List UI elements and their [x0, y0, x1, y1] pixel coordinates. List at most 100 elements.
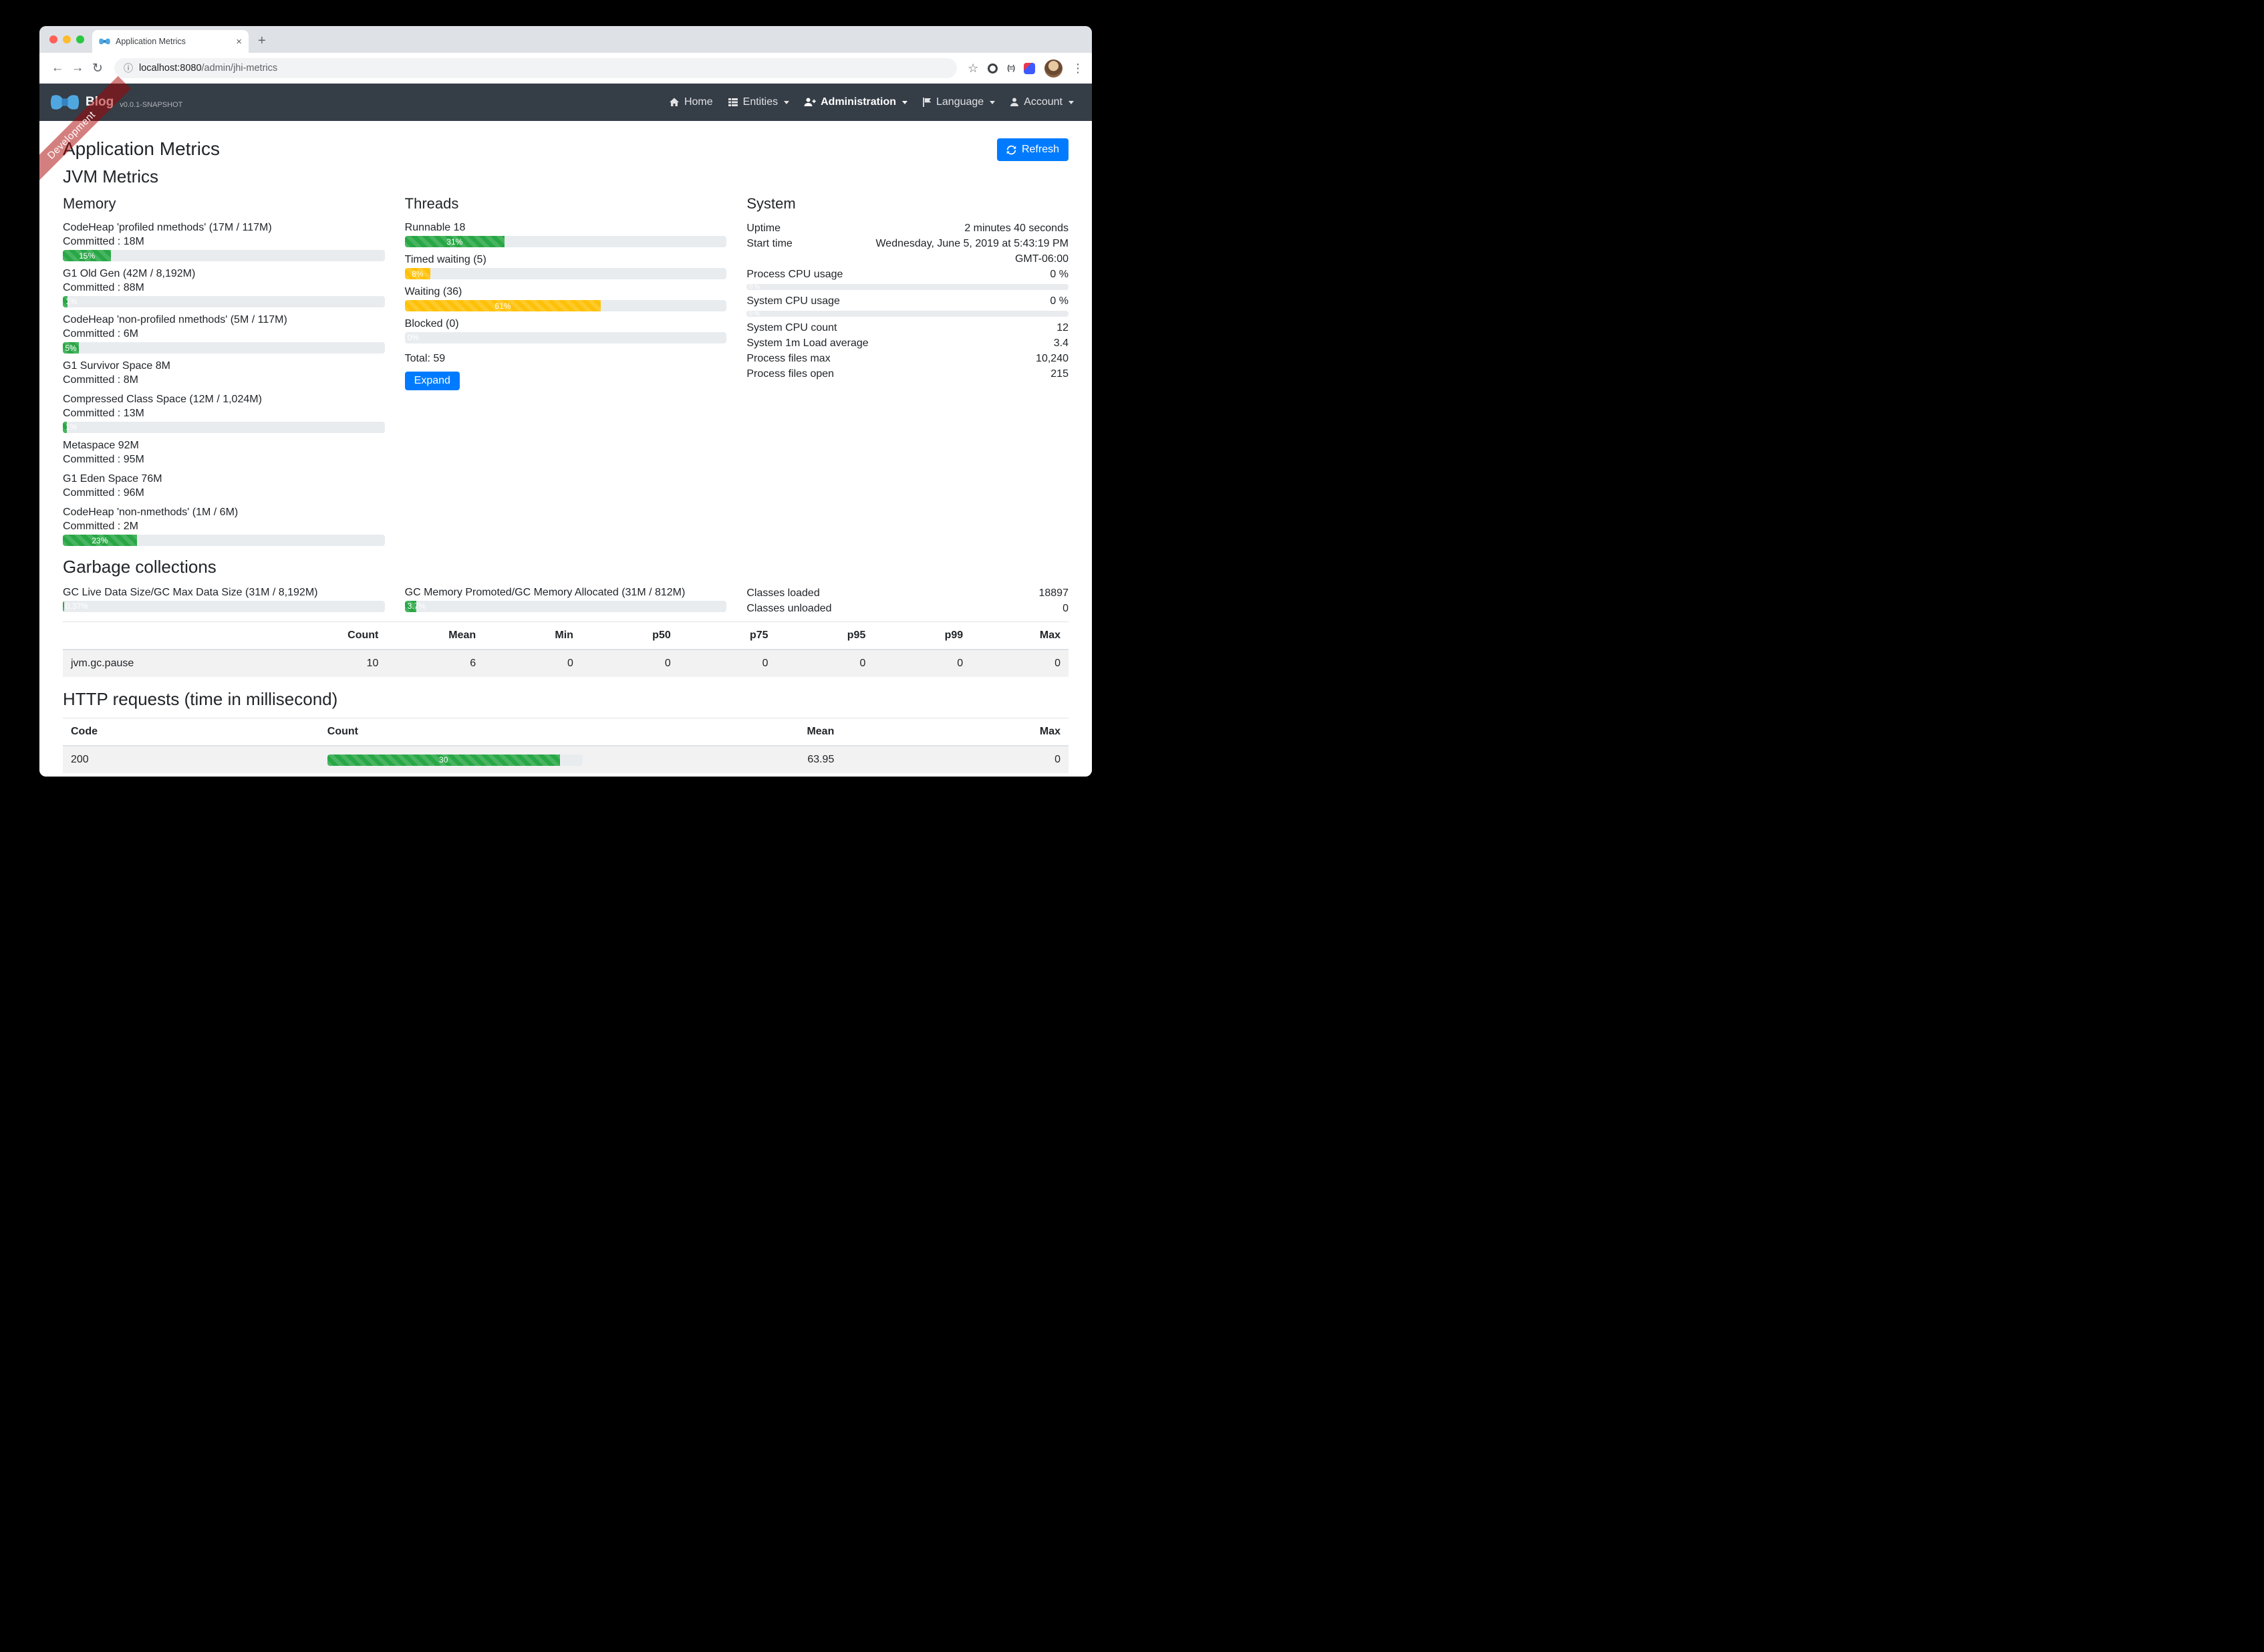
- memory-metric-committed: Committed : 2M: [63, 521, 138, 532]
- memory-metric-committed: Committed : 8M: [63, 374, 138, 386]
- memory-metric-label: CodeHeap 'non-nmethods' (1M / 6M): [63, 507, 239, 518]
- gc-header-mean: Mean: [386, 622, 484, 650]
- url-text: localhost:8080/admin/jhi-metrics: [139, 63, 277, 74]
- nav-entities-label: Entities: [742, 96, 779, 108]
- memory-metric: G1 Old Gen (42M / 8,192M) Committed : 88…: [63, 267, 385, 307]
- memory-metric-committed: Committed : 95M: [63, 454, 144, 465]
- tab-strip: Application Metrics × +: [39, 26, 1092, 53]
- gc-summary: GC Live Data Size/GC Max Data Size (31M …: [63, 585, 1069, 616]
- chevron-down-icon: [902, 100, 907, 104]
- memory-metric-committed: Committed : 96M: [63, 487, 144, 499]
- nav-language-label: Language: [936, 96, 984, 108]
- thread-metric: Timed waiting (5) 8%: [404, 253, 727, 279]
- system-row-files-open: Process files open 215: [746, 368, 1069, 380]
- minimize-window-button[interactable]: [63, 35, 71, 43]
- gc-heading: Garbage collections: [63, 557, 217, 577]
- nav-administration[interactable]: Administration: [797, 91, 915, 114]
- system-row-cpu-count: System CPU count 12: [746, 322, 1069, 333]
- close-tab-icon[interactable]: ×: [236, 35, 242, 47]
- back-button[interactable]: ←: [51, 61, 64, 75]
- page-info-icon[interactable]: ⓘ: [124, 63, 133, 74]
- threads-heading: Threads: [404, 195, 459, 212]
- forward-button[interactable]: →: [71, 61, 84, 75]
- memory-metric: Metaspace 92M Committed : 95M: [63, 438, 385, 466]
- gc-promoted-label: GC Memory Promoted/GC Memory Allocated (…: [404, 587, 686, 598]
- extension-parens-icon[interactable]: (≡): [1007, 64, 1015, 72]
- gc-table-header-row: Count Mean Min p50 p75 p95 p99 Max: [63, 622, 1069, 650]
- system-row-load-average: System 1m Load average 3.4: [746, 337, 1069, 349]
- nav-entities[interactable]: Entities: [720, 91, 797, 114]
- memory-metric: CodeHeap 'non-profiled nmethods' (5M / 1…: [63, 313, 385, 354]
- thread-metric: Blocked (0) 0%: [404, 317, 727, 343]
- thread-metric: Waiting (36) 61%: [404, 285, 727, 311]
- browser-tab[interactable]: Application Metrics ×: [92, 30, 249, 53]
- thread-bar: 8%: [404, 268, 727, 279]
- memory-usage-bar: 15%: [63, 250, 385, 261]
- process-cpu-bar: 0 %: [746, 284, 1069, 290]
- user-icon: [1010, 97, 1019, 108]
- gc-header-max: Max: [971, 622, 1069, 650]
- extension-ring-icon[interactable]: [988, 63, 998, 74]
- http-row-max: 0: [842, 745, 1069, 773]
- memory-metric-committed: Committed : 88M: [63, 282, 144, 293]
- new-tab-button[interactable]: +: [258, 33, 266, 48]
- http-table-row: 200 30 63.95 0: [63, 745, 1069, 773]
- page-title: Application Metrics: [63, 138, 220, 159]
- memory-usage-bar: 1%: [63, 422, 385, 433]
- close-window-button[interactable]: [49, 35, 57, 43]
- nav-menu: Home Entities Administration: [662, 91, 1081, 114]
- memory-metric-label: G1 Eden Space 76M: [63, 473, 162, 485]
- refresh-button[interactable]: Refresh: [996, 138, 1069, 161]
- memory-metric-label: Metaspace 92M: [63, 440, 139, 451]
- refresh-icon: [1006, 145, 1016, 155]
- classes-loaded-row: Classes loaded 18897: [746, 587, 1069, 599]
- memory-metric-label: CodeHeap 'non-profiled nmethods' (5M / 1…: [63, 314, 287, 325]
- memory-metric-label: G1 Survivor Space 8M: [63, 360, 170, 372]
- reload-button[interactable]: ↻: [92, 61, 103, 76]
- expand-button[interactable]: Expand: [404, 372, 460, 390]
- http-header-code: Code: [63, 718, 319, 746]
- system-heading: System: [746, 195, 796, 212]
- gc-promoted: GC Memory Promoted/GC Memory Allocated (…: [404, 585, 727, 616]
- thread-bar: 61%: [404, 300, 727, 311]
- profile-avatar[interactable]: [1044, 59, 1063, 78]
- nav-home-label: Home: [684, 96, 713, 108]
- thread-metric: Runnable 18 31%: [404, 221, 727, 247]
- chevron-down-icon: [784, 100, 790, 104]
- jhipster-bowtie-logo-icon: [50, 92, 80, 112]
- classes-unloaded-row: Classes unloaded 0: [746, 603, 1069, 614]
- memory-metric: G1 Survivor Space 8M Committed : 8M: [63, 359, 385, 387]
- nav-home[interactable]: Home: [662, 91, 720, 114]
- system-row-process-cpu: Process CPU usage 0 %: [746, 269, 1069, 280]
- zoom-window-button[interactable]: [76, 35, 84, 43]
- memory-metric: CodeHeap 'non-nmethods' (1M / 6M) Commit…: [63, 505, 385, 546]
- toolbar-right-icons: ☆ (≡) ⋮: [964, 59, 1084, 78]
- thread-metric-label: Runnable 18: [404, 222, 466, 233]
- nav-language[interactable]: Language: [915, 91, 1002, 114]
- http-header-mean: Mean: [591, 718, 843, 746]
- http-count-bar: 30: [327, 754, 583, 766]
- http-row-mean: 63.95: [591, 745, 843, 773]
- browser-menu-icon[interactable]: ⋮: [1072, 61, 1084, 75]
- nav-account-label: Account: [1024, 96, 1063, 108]
- memory-metric: CodeHeap 'profiled nmethods' (17M / 117M…: [63, 221, 385, 261]
- gc-header-p50: p50: [581, 622, 679, 650]
- http-requests-heading: HTTP requests (time in millisecond): [63, 689, 338, 709]
- http-requests-table: Code Count Mean Max 200 30 63.95 0: [63, 718, 1069, 773]
- extension-colored-icon[interactable]: [1024, 62, 1035, 74]
- jvm-metrics-heading: JVM Metrics: [63, 166, 158, 186]
- nav-account[interactable]: Account: [1002, 91, 1081, 114]
- memory-usage-bar: 5%: [63, 342, 385, 354]
- gc-live-label: GC Live Data Size/GC Max Data Size (31M …: [63, 587, 318, 598]
- gc-header-p95: p95: [776, 622, 874, 650]
- system-row-uptime: Uptime 2 minutes 40 seconds: [746, 223, 1069, 234]
- tab-title: Application Metrics: [116, 37, 186, 46]
- metrics-page: Application Metrics Refresh JVM Metrics …: [39, 121, 1092, 777]
- address-bar[interactable]: ⓘ localhost:8080/admin/jhi-metrics: [114, 58, 958, 78]
- url-host: localhost:8080: [139, 63, 202, 74]
- url-path: /admin/jhi-metrics: [201, 63, 278, 74]
- bookmark-star-icon[interactable]: ☆: [968, 61, 979, 75]
- system-row-files-max: Process files max 10,240: [746, 353, 1069, 364]
- memory-heading: Memory: [63, 195, 116, 212]
- thread-metric-label: Timed waiting (5): [404, 254, 486, 265]
